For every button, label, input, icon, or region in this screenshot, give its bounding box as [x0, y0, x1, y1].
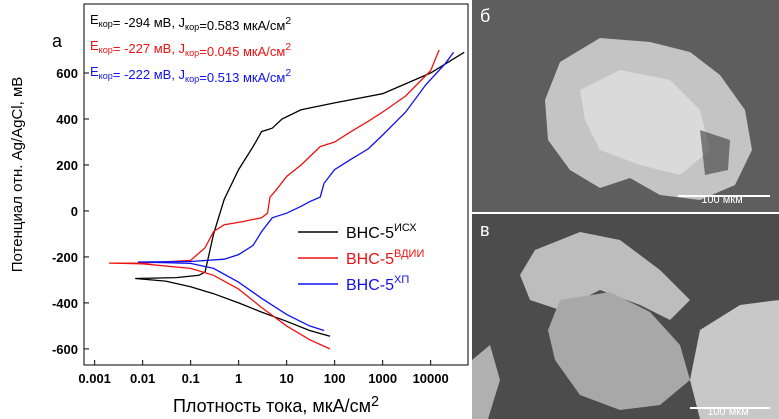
y-tick-label: 400: [56, 112, 78, 127]
curve: [109, 49, 440, 350]
superscript: 2: [285, 68, 291, 79]
superscript: 2: [285, 42, 291, 53]
subscript: кор: [185, 48, 199, 58]
x-tick-label: 10000: [413, 371, 449, 386]
legend-sup: ИСХ: [394, 222, 417, 234]
image-panel-label: б: [480, 6, 490, 26]
legend-name: ВНС-5: [346, 251, 394, 268]
curve: [137, 51, 455, 332]
x-tick-label: 100: [324, 371, 346, 386]
text-part: Плотность тока, мкА/см: [173, 396, 371, 416]
x-tick-label: 1000: [368, 371, 397, 386]
legend-sup: ХП: [394, 274, 409, 286]
subscript: кор: [99, 45, 113, 55]
text-part: E: [90, 12, 99, 27]
x-tick-label: 0.001: [78, 371, 111, 386]
y-tick-label: -600: [52, 342, 78, 357]
x-tick-label: 10: [279, 371, 293, 386]
x-tick-label: 0.01: [130, 371, 155, 386]
text-part: =0.513 мкА/см: [199, 70, 285, 85]
y-tick-label: 200: [56, 158, 78, 173]
y-tick-label: -200: [52, 250, 78, 265]
legend-label: ВНС-5ИСХ: [346, 222, 417, 242]
y-tick-label: 600: [56, 66, 78, 81]
legend-label: ВНС-5ХП: [346, 274, 409, 294]
legend-name: ВНС-5: [346, 225, 394, 242]
subscript: кор: [99, 71, 113, 81]
x-tick-label: 0.1: [182, 371, 200, 386]
curve: [135, 51, 465, 337]
text-part: = -227 мВ, J: [113, 41, 185, 56]
x-axis-label: Плотность тока, мкА/см2: [173, 394, 379, 416]
legend-sup: ВДИИ: [394, 248, 424, 260]
annotation: Eкор= -227 мВ, Jкор=0.045 мкА/см2: [90, 38, 291, 59]
superscript: 2: [285, 16, 291, 27]
text-part: E: [90, 64, 99, 79]
annotation: Eкор= -294 мВ, Jкор=0.583 мкА/см2: [90, 12, 291, 33]
subscript: кор: [185, 22, 199, 32]
text-part: = -294 мВ, J: [113, 15, 185, 30]
superscript: 2: [371, 394, 379, 410]
x-tick-label: 1: [235, 371, 242, 386]
subscript: кор: [185, 74, 199, 84]
legend-label: ВНС-5ВДИИ: [346, 248, 424, 268]
annotation: Eкор= -222 мВ, Jкор=0.513 мкА/см2: [90, 64, 291, 85]
sem-image-v: [472, 214, 779, 419]
y-tick-label: -400: [52, 296, 78, 311]
plot-frame: [83, 3, 469, 366]
text-part: =0.583 мкА/см: [199, 18, 285, 33]
panel-label: а: [52, 31, 63, 51]
text-part: E: [90, 38, 99, 53]
text-part: =0.045 мкА/см: [199, 44, 285, 59]
scale-bar-label: 100 мкм: [701, 194, 742, 206]
image-panel-label: в: [480, 220, 490, 240]
sem-image-b: [472, 0, 779, 212]
text-part: = -222 мВ, J: [113, 67, 185, 82]
scale-bar-label: 100 мкм: [707, 406, 748, 418]
y-tick-label: 0: [71, 204, 78, 219]
subscript: кор: [99, 19, 113, 29]
legend-name: ВНС-5: [346, 277, 394, 294]
y-axis-label: Потенциал отн. Ag/AgCl, мВ: [9, 77, 26, 273]
